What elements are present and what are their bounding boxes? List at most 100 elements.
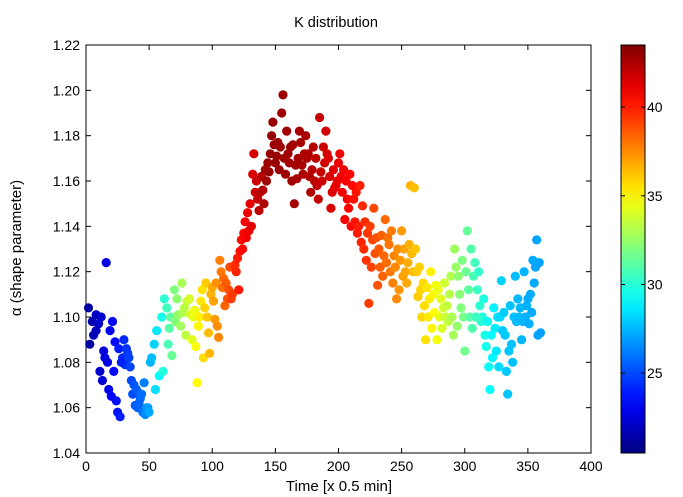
data-point <box>197 285 207 295</box>
data-point <box>409 183 419 193</box>
data-point <box>137 389 147 399</box>
data-point <box>452 321 462 331</box>
data-point <box>163 339 173 349</box>
data-point <box>158 366 168 376</box>
data-point <box>445 289 455 299</box>
data-point <box>447 312 457 322</box>
data-point <box>378 271 388 281</box>
data-point <box>215 255 225 265</box>
data-point <box>306 187 316 197</box>
data-point <box>484 362 494 372</box>
data-point <box>115 412 125 422</box>
data-point <box>458 312 469 322</box>
data-point <box>422 282 432 293</box>
data-point <box>258 185 268 195</box>
data-point <box>506 339 517 349</box>
data-point <box>456 303 466 313</box>
data-point <box>359 244 369 254</box>
data-point <box>282 126 292 136</box>
data-point <box>95 366 105 376</box>
x-tick-label: 50 <box>141 458 157 474</box>
data-point <box>427 323 437 333</box>
data-point <box>402 278 412 288</box>
data-point <box>373 280 383 290</box>
data-point <box>436 294 446 304</box>
data-point <box>321 126 331 136</box>
data-point <box>410 244 421 254</box>
data-point <box>184 294 195 304</box>
data-point <box>169 285 179 295</box>
y-tick-label: 1.10 <box>53 309 80 325</box>
data-point <box>268 117 278 127</box>
colorbar-tick-label: 40 <box>647 99 663 115</box>
data-point <box>345 169 355 179</box>
data-point <box>195 312 205 322</box>
data-point <box>243 208 253 218</box>
data-point <box>386 226 397 236</box>
data-point <box>277 108 287 118</box>
colorbar: 25 30 35 40 <box>620 44 663 454</box>
data-point <box>466 244 476 254</box>
data-point <box>489 303 499 313</box>
data-point <box>172 294 182 304</box>
data-point <box>238 244 248 254</box>
data-point <box>475 301 485 311</box>
plot-area: 0 50 100 150 200 250 300 350 400 1.04 1.06 1.08 1.10… <box>53 37 603 474</box>
data-point <box>499 307 509 318</box>
data-point <box>272 151 282 161</box>
data-point <box>451 262 461 272</box>
data-point <box>482 316 493 327</box>
data-point <box>446 271 456 281</box>
data-points <box>83 90 546 422</box>
data-point <box>432 335 442 345</box>
data-point <box>297 160 307 170</box>
data-point <box>114 344 124 354</box>
data-point <box>83 303 94 313</box>
data-point <box>527 307 537 318</box>
data-point <box>97 375 107 386</box>
data-point <box>105 326 115 336</box>
data-point <box>335 149 345 159</box>
data-point <box>176 321 186 331</box>
data-point <box>380 214 390 225</box>
data-point <box>150 384 160 395</box>
data-point <box>208 296 219 306</box>
data-point <box>234 285 244 295</box>
data-point <box>303 149 313 159</box>
data-point <box>448 330 458 340</box>
data-point <box>364 298 374 308</box>
data-point <box>313 194 323 204</box>
data-point <box>147 353 157 363</box>
data-point <box>355 180 365 191</box>
data-point <box>392 294 402 304</box>
data-point <box>288 140 298 150</box>
data-point <box>388 278 398 288</box>
data-point <box>249 149 259 159</box>
data-point <box>490 323 500 333</box>
data-point <box>487 353 498 363</box>
data-point <box>357 201 368 211</box>
data-point <box>534 258 544 268</box>
data-point <box>374 244 384 254</box>
data-point <box>474 267 484 277</box>
data-point <box>110 337 120 347</box>
data-point <box>192 378 202 388</box>
data-point <box>201 278 211 288</box>
data-point <box>116 357 126 367</box>
data-point <box>471 312 481 322</box>
data-point <box>485 384 495 395</box>
x-tick-label: 300 <box>453 458 477 474</box>
data-point <box>125 362 135 372</box>
data-point <box>149 339 159 349</box>
y-tick-label: 1.22 <box>53 37 80 53</box>
y-tick-label: 1.06 <box>53 400 80 416</box>
data-point <box>519 267 529 277</box>
data-point <box>442 301 452 311</box>
y-tick-label: 1.20 <box>53 82 80 98</box>
data-point <box>508 357 518 367</box>
data-point <box>344 203 354 213</box>
data-point <box>365 221 375 231</box>
data-point <box>455 289 465 299</box>
x-tick-label: 400 <box>579 458 603 474</box>
data-point <box>384 239 394 250</box>
